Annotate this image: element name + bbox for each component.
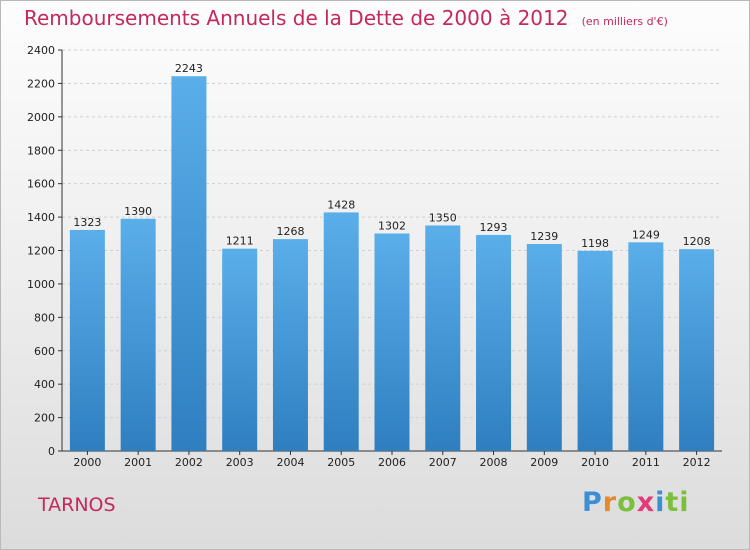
- y-tick-label: 400: [34, 378, 55, 391]
- bar: [222, 248, 258, 451]
- x-tick-label: 2011: [632, 456, 660, 469]
- x-tick-label: 2003: [226, 456, 254, 469]
- logo-letter: r: [602, 487, 618, 518]
- bar-value-label: 1249: [632, 228, 660, 241]
- bar-value-label: 1208: [683, 235, 711, 248]
- y-tick-label: 1600: [27, 178, 55, 191]
- bar: [577, 250, 613, 451]
- bar: [69, 229, 105, 451]
- y-tick-label: 0: [48, 445, 55, 458]
- bar: [171, 76, 207, 451]
- bar: [323, 212, 359, 451]
- x-tick-label: 2001: [124, 456, 152, 469]
- bar-value-label: 2243: [175, 62, 203, 75]
- proxiti-logo: Proxiti: [582, 487, 690, 518]
- bar-value-label: 1239: [530, 230, 558, 243]
- logo-letter: ti: [665, 487, 690, 518]
- x-tick-label: 2006: [378, 456, 406, 469]
- logo-letter: P: [582, 487, 603, 518]
- chart-title: Remboursements Annuels de la Dette de 20…: [24, 6, 569, 30]
- bar: [526, 243, 562, 451]
- bar-value-label: 1268: [276, 225, 304, 238]
- logo-letter: o: [617, 487, 637, 518]
- chart-title-block: Remboursements Annuels de la Dette de 20…: [24, 6, 668, 30]
- x-tick-label: 2005: [327, 456, 355, 469]
- logo-letter: x: [636, 487, 656, 518]
- y-tick-label: 1200: [27, 245, 55, 258]
- x-tick-label: 2000: [73, 456, 101, 469]
- logo-letter: i: [655, 487, 666, 518]
- bar-value-label: 1390: [124, 205, 152, 218]
- bar-value-label: 1211: [226, 235, 254, 248]
- place-label: TARNOS: [38, 494, 116, 516]
- x-tick-label: 2008: [480, 456, 508, 469]
- y-tick-label: 600: [34, 345, 55, 358]
- y-tick-label: 2200: [27, 77, 55, 90]
- chart-unit-note: (en milliers d'€): [581, 15, 668, 28]
- bar: [120, 218, 156, 451]
- y-tick-label: 2000: [27, 111, 55, 124]
- x-tick-label: 2002: [175, 456, 203, 469]
- bar-value-label: 1198: [581, 237, 609, 250]
- x-tick-label: 2007: [429, 456, 457, 469]
- y-tick-label: 1000: [27, 278, 55, 291]
- bar: [628, 242, 664, 451]
- x-tick-label: 2004: [276, 456, 304, 469]
- bar: [272, 239, 308, 451]
- labels: 0 200 400 600 800 1000 1200 1400 1600 1800 2000 220…: [27, 44, 711, 469]
- y-tick-label: 1800: [27, 144, 55, 157]
- bar-value-label: 1323: [73, 216, 101, 229]
- bar-value-label: 1350: [429, 211, 457, 224]
- bar-value-label: 1428: [327, 198, 355, 211]
- x-tick-label: 2010: [581, 456, 609, 469]
- bar-value-label: 1293: [480, 221, 508, 234]
- y-tick-label: 800: [34, 311, 55, 324]
- y-tick-label: 200: [34, 412, 55, 425]
- x-tick-label: 2012: [683, 456, 711, 469]
- y-tick-label: 1400: [27, 211, 55, 224]
- bar: [374, 233, 410, 451]
- bar: [476, 234, 512, 451]
- y-tick-label: 2400: [27, 44, 55, 57]
- bar: [679, 249, 715, 451]
- bars: [69, 76, 715, 451]
- x-tick-label: 2009: [530, 456, 558, 469]
- bar-value-label: 1302: [378, 219, 406, 232]
- bar: [425, 225, 461, 451]
